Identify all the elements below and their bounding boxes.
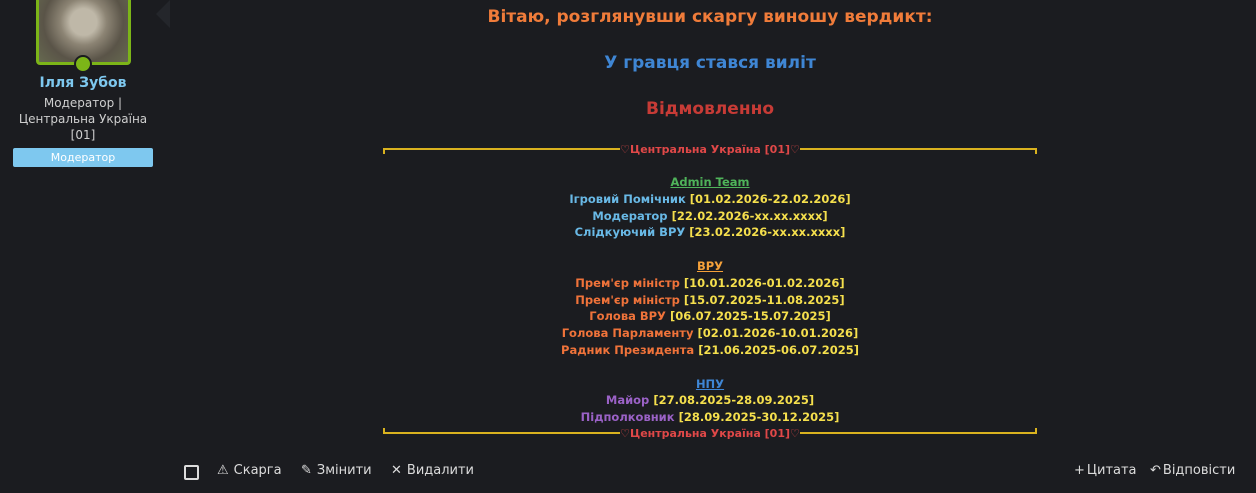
- entry-role: Модератор: [592, 208, 668, 223]
- divider-label: ♡Центральна Україна [01]♡: [620, 142, 800, 156]
- entry-period: [28.09.2025-30.12.2025]: [678, 410, 840, 425]
- entry-role: Прем'єр міністр: [575, 292, 680, 307]
- reply-button[interactable]: ↶ Відповісти: [1150, 463, 1236, 478]
- entry: Ігровий Помічник [01.02.2026-22.02.2026]: [383, 191, 1037, 208]
- author-name[interactable]: Ілля Зубов: [39, 75, 127, 91]
- select-checkbox[interactable]: [184, 465, 199, 480]
- entry-period: [22.02.2026-xx.xx.xxxx]: [671, 208, 828, 223]
- label: Скарга: [233, 463, 282, 478]
- entry-period: [23.02.2026-xx.xx.xxxx]: [689, 225, 846, 240]
- entry: Слідкуючий ВРУ [23.02.2026-xx.xx.xxxx]: [383, 224, 1037, 241]
- result: У гравця стався виліт: [604, 53, 816, 73]
- section: НПУ Майор [27.08.2025-28.09.2025] Підполко…: [383, 376, 1037, 426]
- entry: Голова Парламенту [02.01.2026-10.01.2026…: [383, 325, 1037, 342]
- entry-period: [15.07.2025-11.08.2025]: [683, 292, 845, 307]
- label: Видалити: [406, 463, 475, 478]
- quote-button[interactable]: + Цитата: [1074, 463, 1137, 478]
- section: Admin Team Ігровий Помічник [01.02.2026-2…: [383, 174, 1037, 241]
- author-title: Модератор | Центральна Україна [01]: [18, 96, 148, 142]
- entry: Радник Президента [21.06.2025-06.07.2025…: [383, 342, 1037, 359]
- entry-role: Слідкуючий ВРУ: [574, 225, 686, 240]
- entry: Голова ВРУ [06.07.2025-15.07.2025]: [383, 308, 1037, 325]
- entry-role: Радник Президента: [561, 342, 695, 357]
- divider-label: ♡Центральна Україна [01]♡: [620, 426, 800, 440]
- label: Змінити: [316, 463, 372, 478]
- report-button[interactable]: ⚠ Скарга: [217, 463, 282, 478]
- avatar[interactable]: [36, 0, 131, 65]
- entry: Майор [27.08.2025-28.09.2025]: [383, 392, 1037, 409]
- status-dot: [74, 55, 92, 73]
- divider: ♡Центральна Україна [01]♡: [383, 426, 1038, 440]
- verdict: Відмовленно: [646, 99, 774, 119]
- section: ВРУ Прем'єр міністр [10.01.2026-01.02.202…: [383, 258, 1037, 359]
- label: Відповісти: [1162, 463, 1236, 478]
- divider: ♡Центральна Україна [01]♡: [383, 142, 1038, 156]
- greeting: Вітаю, розглянувши скаргу виношу вердикт…: [487, 7, 933, 27]
- section-heading[interactable]: НПУ: [695, 376, 725, 391]
- entry: Прем'єр міністр [10.01.2026-01.02.2026]: [383, 275, 1037, 292]
- entry-role: Голова ВРУ: [589, 309, 666, 324]
- entry-period: [21.06.2025-06.07.2025]: [698, 342, 859, 357]
- entry-role: Майор: [605, 393, 650, 408]
- label: Цитата: [1086, 463, 1137, 478]
- delete-button[interactable]: ✕ Видалити: [391, 463, 475, 478]
- entry-period: [10.01.2026-01.02.2026]: [683, 275, 845, 290]
- section-heading[interactable]: Admin Team: [670, 175, 750, 189]
- entry: Підполковник [28.09.2025-30.12.2025]: [383, 409, 1037, 426]
- entry: Модератор [22.02.2026-xx.xx.xxxx]: [383, 208, 1037, 225]
- entry-period: [02.01.2026-10.01.2026]: [697, 326, 859, 341]
- sections: Admin Team Ігровий Помічник [01.02.2026-2…: [383, 174, 1037, 443]
- edit-button[interactable]: ✎ Змінити: [301, 463, 372, 478]
- entry-period: [06.07.2025-15.07.2025]: [669, 309, 831, 324]
- entry: Прем'єр міністр [15.07.2025-11.08.2025]: [383, 292, 1037, 309]
- entry-period: [27.08.2025-28.09.2025]: [653, 393, 815, 408]
- entry-role: Голова Парламенту: [561, 326, 694, 341]
- entry-period: [01.02.2026-22.02.2026]: [689, 191, 851, 206]
- entry-role: Прем'єр міністр: [575, 275, 680, 290]
- author-badge: Модератор: [13, 148, 153, 167]
- post-arrow: [156, 0, 170, 28]
- entry-role: Ігровий Помічник: [569, 191, 686, 206]
- section-heading[interactable]: ВРУ: [696, 258, 724, 273]
- entry-role: Підполковник: [580, 410, 675, 425]
